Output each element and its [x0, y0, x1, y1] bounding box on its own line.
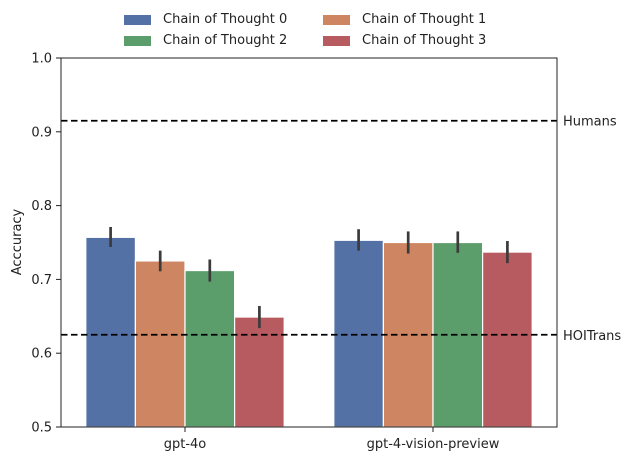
- reference-line-label: Humans: [563, 115, 617, 130]
- y-tick-label: 0.5: [31, 421, 52, 436]
- bar: [333, 239, 384, 428]
- y-tick-label: 0.7: [31, 273, 52, 288]
- legend-item: Chain of Thought 0: [124, 12, 287, 27]
- bar: [482, 251, 533, 428]
- x-tick-label: gpt-4-vision-preview: [367, 437, 500, 452]
- legend-item: Chain of Thought 3: [323, 33, 486, 48]
- legend-swatch: [124, 35, 151, 46]
- y-tick-label: 0.8: [31, 199, 52, 214]
- legend-label: Chain of Thought 0: [163, 12, 288, 27]
- legend-label: Chain of Thought 1: [362, 12, 487, 27]
- x-axis: gpt-4o gpt-4-vision-preview: [164, 427, 500, 452]
- bar: [184, 269, 236, 428]
- y-axis-label: Acccuracy: [10, 208, 25, 275]
- y-tick-label: 0.6: [31, 347, 52, 362]
- bar: [134, 260, 186, 428]
- reference-line-label: HOITrans: [563, 329, 621, 344]
- bars-group: [85, 236, 533, 428]
- y-tick-label: 1.0: [31, 52, 52, 67]
- legend-swatch: [124, 14, 151, 25]
- y-axis: 0.5 0.6 0.7 0.8 0.9 1.0: [31, 52, 61, 436]
- legend-swatch: [323, 14, 350, 25]
- x-tick-label: gpt-4o: [164, 437, 207, 452]
- bar: [85, 236, 137, 428]
- y-tick-label: 0.9: [31, 125, 52, 140]
- legend-swatch: [323, 35, 350, 46]
- plot-frame: [60, 57, 558, 428]
- error-bars-group: [109, 227, 509, 329]
- reference-lines-group: Humans HOITrans: [61, 115, 621, 344]
- legend-label: Chain of Thought 2: [163, 33, 288, 48]
- legend-item: Chain of Thought 2: [124, 33, 287, 48]
- legend-label: Chain of Thought 3: [362, 33, 487, 48]
- legend: Chain of Thought 0 Chain of Thought 1 Chai…: [124, 12, 524, 54]
- legend-item: Chain of Thought 1: [323, 12, 486, 27]
- bar: [234, 316, 285, 428]
